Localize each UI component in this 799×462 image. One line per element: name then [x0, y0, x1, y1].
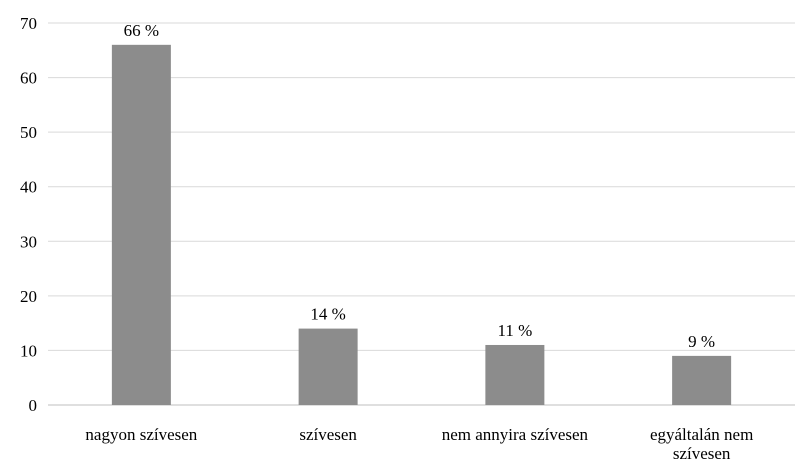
bar: [672, 355, 732, 405]
x-category-label: egyáltalán nem: [650, 425, 753, 444]
bar: [298, 328, 358, 405]
bar: [111, 44, 171, 405]
y-tick-label: 0: [29, 396, 38, 415]
data-label: 66 %: [124, 21, 159, 40]
y-tick-label: 60: [20, 69, 37, 88]
data-labels: 66 % 14 % 11 % 9 %: [124, 21, 715, 351]
bar: [485, 344, 545, 405]
bars: [111, 44, 732, 405]
x-category-label: szívesen: [299, 425, 357, 444]
y-tick-label: 30: [20, 232, 37, 251]
y-tick-label: 10: [20, 341, 37, 360]
x-category-label: szívesen: [673, 444, 731, 462]
x-category-label: nagyon szívesen: [85, 425, 197, 444]
y-tick-label: 20: [20, 287, 37, 306]
data-label: 11 %: [497, 321, 532, 340]
y-axis-ticks: 0 10 20 30 40 50 60 70: [20, 14, 37, 415]
y-tick-label: 70: [20, 14, 37, 33]
x-category-label: nem annyira szívesen: [442, 425, 589, 444]
y-tick-label: 40: [20, 178, 37, 197]
gridlines: [48, 22, 795, 406]
data-label: 9 %: [688, 332, 715, 351]
x-axis-labels: nagyon szívesen szívesen nem annyira szíve…: [85, 425, 753, 462]
data-label: 14 %: [310, 305, 345, 324]
y-tick-label: 50: [20, 123, 37, 142]
